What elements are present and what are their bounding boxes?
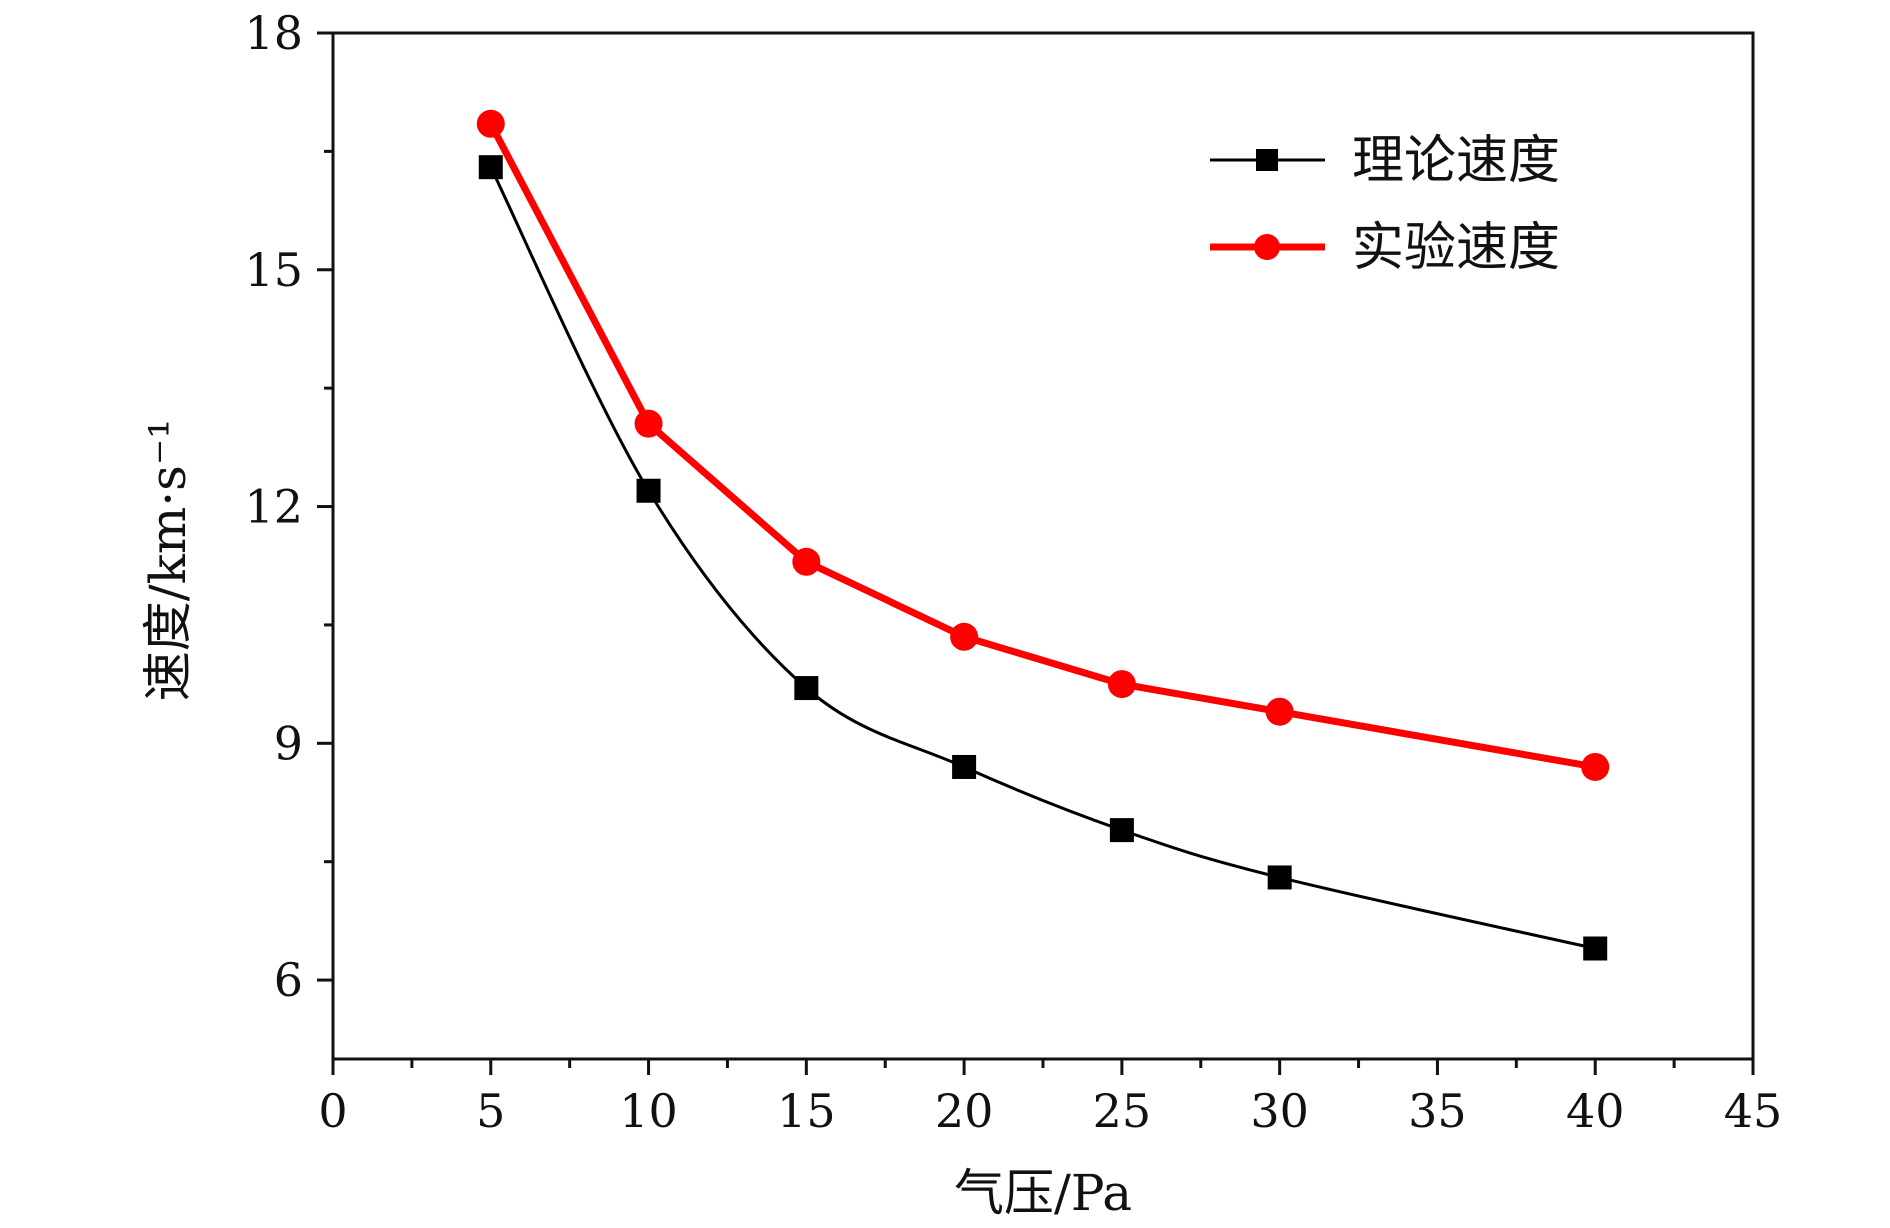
x-tick-labels: 0 5 10 15 20 25 30 35 40 45 [318,1084,1782,1138]
x-tick-label: 10 [619,1084,678,1138]
data-point-experiment [1581,752,1610,781]
data-point-theory [952,754,977,779]
data-point-experiment [792,547,821,576]
y-axis-title: 速度/km·s⁻¹ [139,419,197,702]
series-line-0 [489,166,1596,950]
data-point-theory [478,155,503,180]
data-point-experiment [476,109,505,138]
x-tick-label: 35 [1408,1084,1467,1138]
data-point-theory [794,676,819,701]
x-tick-label: 25 [1093,1084,1152,1138]
y-tick-label: 6 [274,953,303,1007]
data-point-theory [636,478,661,503]
data-point-experiment [950,622,979,651]
x-tick-label: 5 [476,1084,505,1138]
data-point-experiment [634,409,663,438]
y-tick-label: 9 [274,716,303,770]
legend-marker-theory [1256,149,1278,171]
data-point-theory [1583,936,1608,961]
data-point-theory [1109,818,1134,843]
x-tick-label: 45 [1724,1084,1783,1138]
y-tick-labels: 6 9 12 15 18 [244,6,303,1007]
y-tick-label: 15 [244,243,303,297]
legend-label-experiment: 实验速度 [1352,218,1560,278]
x-tick-label: 40 [1566,1084,1625,1138]
data-point-experiment [1265,697,1294,726]
y-tick-label: 12 [244,480,303,534]
legend-marker-experiment [1254,234,1280,260]
y-tick-label: 18 [244,6,303,60]
data-point-theory [1267,865,1292,890]
x-tick-label: 0 [318,1084,347,1138]
x-tick-label: 15 [777,1084,836,1138]
series-layer [476,109,1610,961]
legend: 理论速度 实验速度 [1210,131,1560,278]
x-tick-label: 30 [1250,1084,1309,1138]
data-point-experiment [1107,670,1136,699]
x-tick-label: 20 [935,1084,994,1138]
x-axis-title: 气压/Pa [954,1164,1132,1222]
legend-label-theory: 理论速度 [1352,131,1560,191]
axis-ticks [317,31,1755,1075]
